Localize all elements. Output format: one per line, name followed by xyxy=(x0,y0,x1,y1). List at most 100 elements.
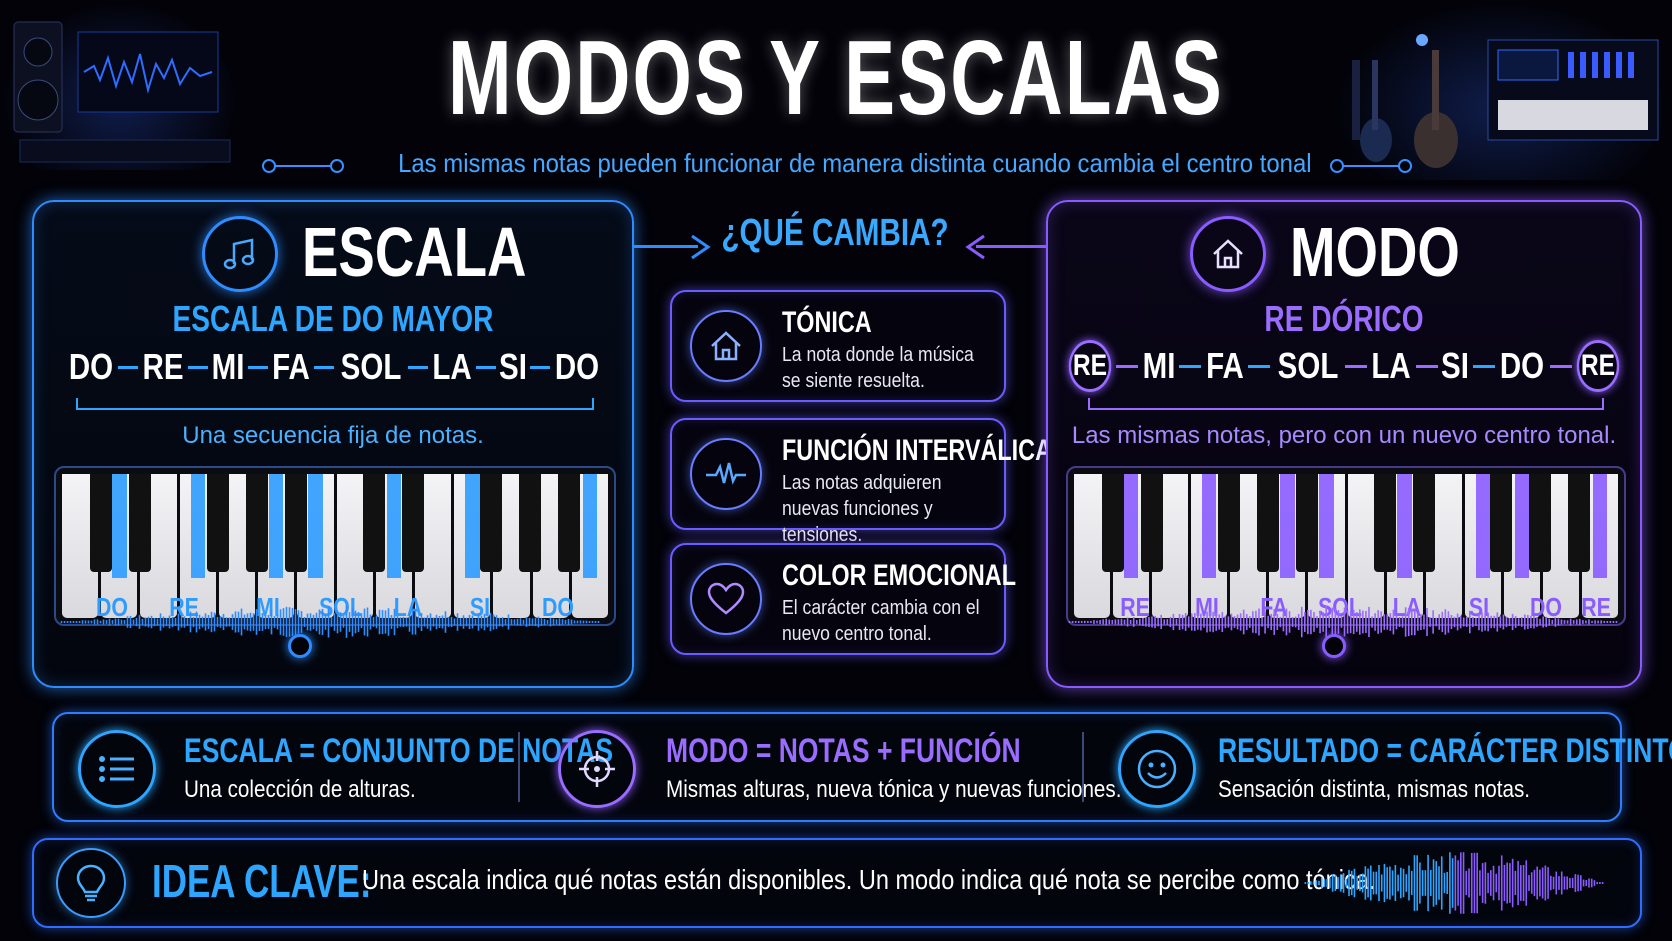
black-key xyxy=(1412,474,1435,572)
key-highlight xyxy=(268,474,284,578)
arrow-right xyxy=(632,245,698,248)
card-title: COLOR EMOCIONAL xyxy=(782,559,1016,592)
modo-description: Las mismas notas, pero con un nuevo cent… xyxy=(1071,422,1617,449)
mode-note: SOL xyxy=(1277,345,1338,386)
modo-keys xyxy=(1074,474,1619,618)
idea-clave-label: IDEA CLAVE: xyxy=(152,855,372,907)
escala-notes-row: DO RE MI FA SOL LA SI DO xyxy=(64,346,604,388)
escala-heading: ESCALA xyxy=(302,213,527,291)
black-key xyxy=(519,474,541,572)
escala-waveform xyxy=(60,606,600,638)
black-key xyxy=(207,474,229,572)
subtitle-dot-right xyxy=(1398,159,1412,173)
black-key xyxy=(90,474,112,572)
summary-separator xyxy=(1082,732,1084,802)
summary-title: RESULTADO = CARÁCTER DISTINTO xyxy=(1218,732,1672,770)
summary-text: Sensación distinta, mismas notas. xyxy=(1218,776,1531,803)
scale-note: DO xyxy=(68,346,114,387)
pulse-icon xyxy=(690,438,762,510)
notes-bracket xyxy=(1088,398,1604,410)
white-key xyxy=(454,474,491,618)
list-icon xyxy=(78,730,156,808)
black-key xyxy=(480,474,502,572)
key-label: DO xyxy=(95,592,128,622)
key-highlight xyxy=(386,474,402,578)
summary-title: ESCALA = CONJUNTO DE NOTAS xyxy=(184,732,614,770)
key-highlight xyxy=(1475,474,1491,578)
music-note-icon xyxy=(202,216,278,292)
note-dash xyxy=(188,365,208,369)
card-tonica: TÓNICA La nota donde la música se siente… xyxy=(670,290,1006,402)
arrow-left xyxy=(976,245,1048,248)
key-highlight xyxy=(1514,474,1530,578)
target-icon xyxy=(558,730,636,808)
key-highlight xyxy=(190,474,205,578)
studio-decoration-right xyxy=(1332,0,1672,180)
que-cambia-heading: ¿QUÉ CAMBIA? xyxy=(721,212,949,254)
note-dash xyxy=(1415,364,1438,368)
note-dash xyxy=(313,365,334,369)
idea-clave-panel: IDEA CLAVE: Una escala indica qué notas … xyxy=(32,838,1642,928)
tonic-note: RE xyxy=(1068,340,1112,392)
scale-note: LA xyxy=(432,346,472,387)
tonic-note: RE xyxy=(1576,340,1620,392)
mode-note: DO xyxy=(1499,345,1545,386)
black-key xyxy=(1218,474,1241,572)
key-highlight xyxy=(465,474,480,578)
black-key xyxy=(1101,474,1124,572)
key-highlight xyxy=(582,474,598,578)
modo-waveform xyxy=(1068,606,1618,638)
summary-item-modo: MODO = NOTAS + FUNCIÓN Mismas alturas, n… xyxy=(534,714,1121,820)
mode-note: MI xyxy=(1142,345,1176,386)
key-highlight xyxy=(1123,474,1139,578)
black-key xyxy=(285,474,307,572)
speaker-waveform-icon xyxy=(13,21,231,163)
home-icon xyxy=(1190,216,1266,292)
scale-note: FA xyxy=(272,346,310,387)
card-text: El carácter cambia con el nuevo centro t… xyxy=(782,597,980,645)
black-key xyxy=(129,474,151,572)
key-highlight xyxy=(1397,474,1412,578)
note-dash xyxy=(1179,364,1202,368)
white-key xyxy=(571,474,609,618)
page-title: MODOS Y ESCALAS xyxy=(448,19,1224,137)
scale-note: DO xyxy=(554,346,600,387)
smiley-icon xyxy=(1118,730,1196,808)
key-highlight xyxy=(1280,474,1295,578)
black-key xyxy=(1568,474,1591,572)
black-key xyxy=(402,474,424,572)
summary-item-escala: ESCALA = CONJUNTO DE NOTAS Una colección… xyxy=(54,714,613,820)
black-key xyxy=(246,474,268,572)
subtitle-dot-left-inner xyxy=(330,159,344,173)
modo-keyboard: RE MI FA SOL LA SI DO RE xyxy=(1066,466,1626,626)
note-dash xyxy=(1248,364,1271,368)
key-label: DO xyxy=(542,592,575,622)
key-label: RE xyxy=(1119,592,1150,622)
arrow-left-head-icon xyxy=(965,234,985,260)
key-highlight xyxy=(308,474,323,578)
key-highlight xyxy=(112,474,127,578)
black-key xyxy=(1140,474,1163,572)
card-title: TÓNICA xyxy=(782,306,872,339)
black-key xyxy=(558,474,580,572)
note-dash xyxy=(1472,364,1495,368)
scale-note: SOL xyxy=(340,346,402,387)
black-key xyxy=(1490,474,1513,572)
summary-panel: ESCALA = CONJUNTO DE NOTAS Una colección… xyxy=(52,712,1672,822)
escala-description: Una secuencia fija de notas. xyxy=(182,422,484,449)
summary-title: MODO = NOTAS + FUNCIÓN xyxy=(666,732,1021,770)
home-icon xyxy=(690,310,762,382)
card-funcion-intervalica: FUNCIÓN INTERVÁLICA Las notas adquieren … xyxy=(670,418,1052,546)
mode-name: RE DÓRICO xyxy=(1264,298,1424,339)
key-highlight xyxy=(1592,474,1608,578)
escala-keys xyxy=(62,474,609,618)
summary-text: Una colección de alturas. xyxy=(184,776,416,803)
note-dash xyxy=(475,365,496,369)
modo-panel: MODO RE DÓRICO RE MI FA SOL LA SI DO RE … xyxy=(1046,200,1642,688)
mode-note: SI xyxy=(1441,345,1470,386)
heart-icon xyxy=(690,563,762,635)
lightbulb-icon xyxy=(56,848,126,918)
scale-name: ESCALA DE DO MAYOR xyxy=(172,298,494,339)
black-key xyxy=(1373,474,1396,572)
card-text: Las notas adquieren nuevas funciones y t… xyxy=(782,472,942,546)
